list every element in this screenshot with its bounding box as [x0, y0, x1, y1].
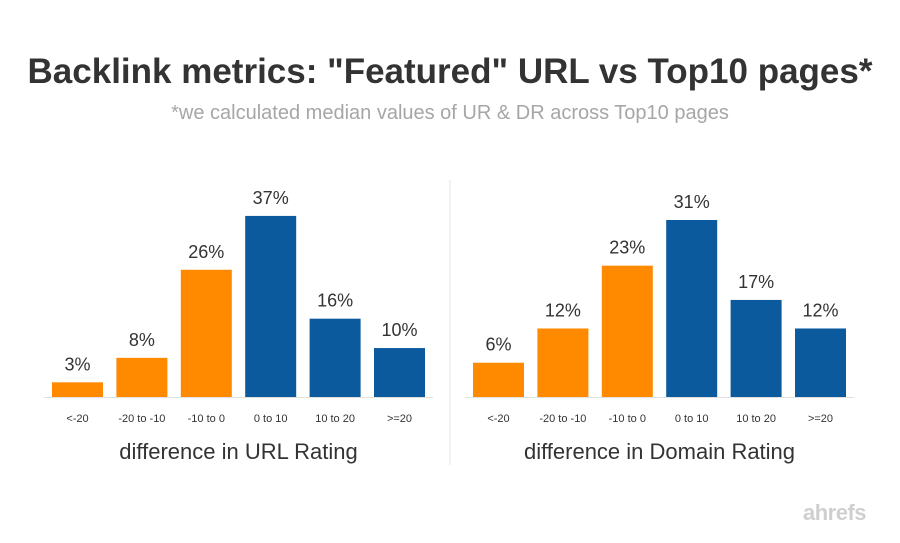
category-label: <-20 — [66, 413, 88, 425]
data-label: 10% — [381, 320, 417, 340]
data-label: 31% — [674, 192, 710, 212]
data-label: 16% — [317, 291, 353, 311]
data-label: 12% — [802, 300, 838, 320]
data-label: 8% — [129, 330, 155, 350]
bar — [116, 357, 168, 397]
category-label: >=20 — [387, 413, 412, 425]
category-label: -20 to -10 — [539, 413, 586, 425]
category-label: 0 to 10 — [675, 413, 709, 425]
data-label: 26% — [188, 242, 224, 262]
bar — [795, 328, 846, 397]
data-label: 17% — [738, 272, 774, 292]
category-label: -20 to -10 — [118, 413, 165, 425]
bar — [537, 328, 589, 397]
bar — [601, 265, 653, 397]
data-label: 3% — [64, 354, 90, 374]
chart-subtitle: *we calculated median values of UR & DR … — [171, 102, 729, 124]
category-label: -10 to 0 — [188, 413, 225, 425]
bar — [245, 215, 297, 397]
x-axis-title: difference in URL Rating — [119, 439, 357, 464]
bar — [309, 318, 361, 397]
data-label: 23% — [609, 238, 645, 258]
chart-title: Backlink metrics: "Featured" URL vs Top1… — [27, 52, 873, 91]
category-label: 10 to 20 — [736, 413, 776, 425]
ahrefs-logo: ahrefs — [803, 500, 867, 525]
bar — [473, 362, 524, 397]
x-axis-title: difference in Domain Rating — [524, 439, 795, 464]
bar — [730, 299, 782, 397]
bar — [374, 348, 425, 397]
category-label: >=20 — [808, 413, 833, 425]
category-label: 0 to 10 — [254, 413, 288, 425]
bar — [666, 219, 718, 397]
bar — [180, 269, 232, 397]
category-label: -10 to 0 — [609, 413, 646, 425]
category-label: <-20 — [487, 413, 509, 425]
bar — [52, 382, 103, 397]
data-label: 6% — [485, 335, 511, 355]
data-label: 12% — [545, 300, 581, 320]
data-label: 37% — [253, 188, 289, 208]
category-label: 10 to 20 — [315, 413, 355, 425]
